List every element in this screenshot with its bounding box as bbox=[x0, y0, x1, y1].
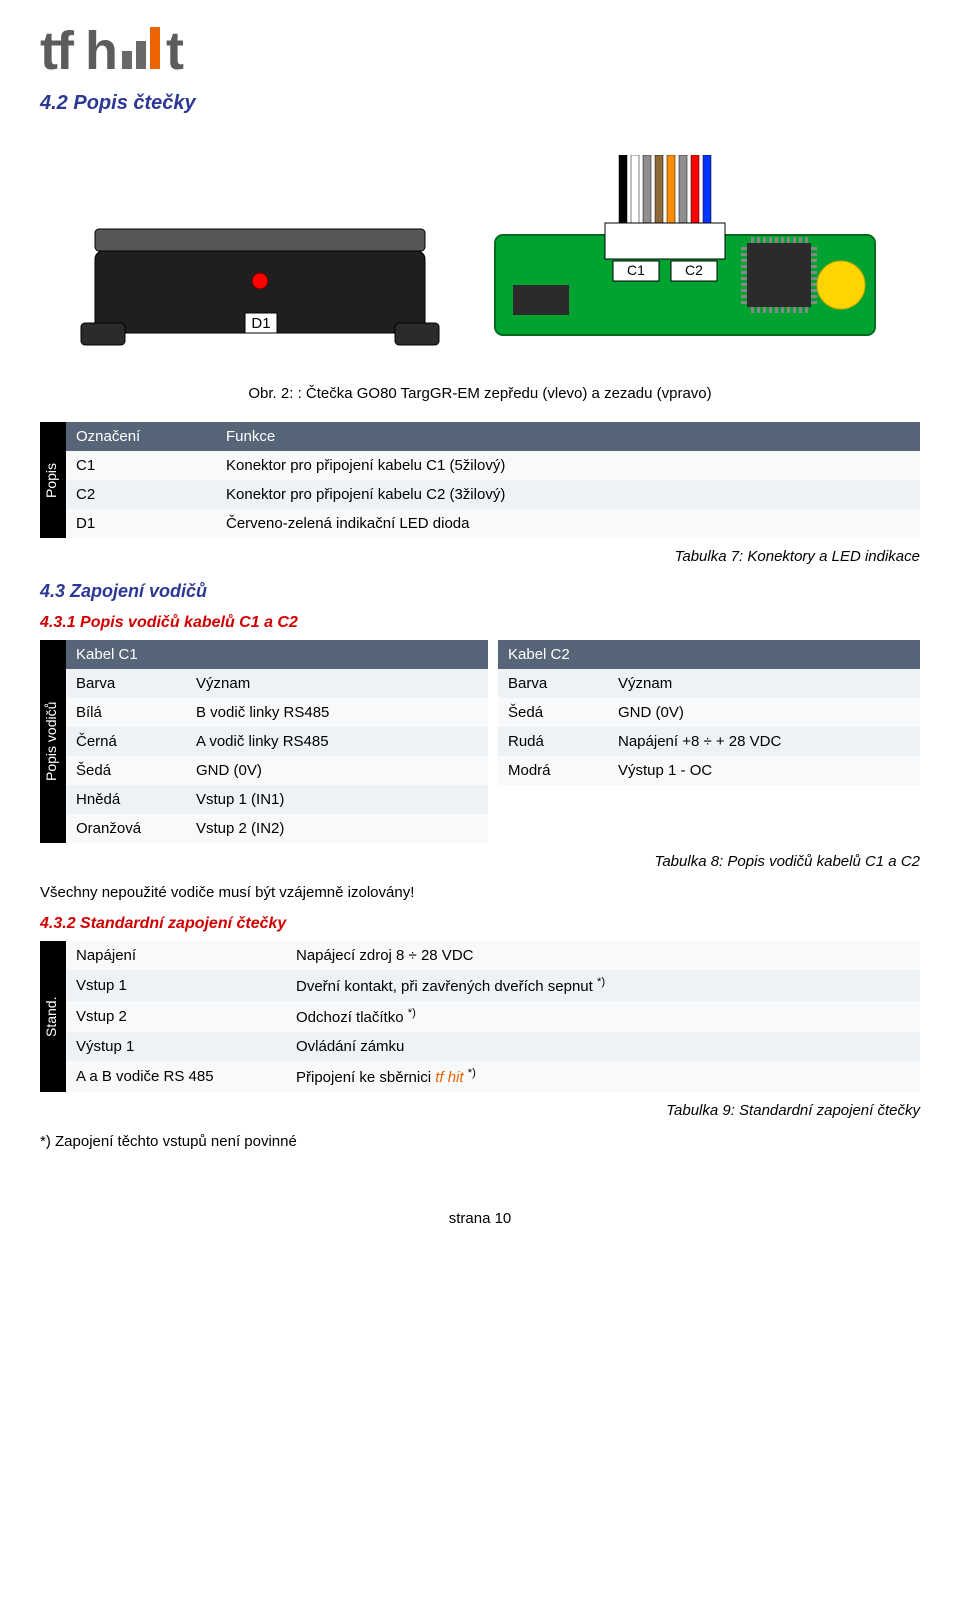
caption-tabulka-7: Tabulka 7: Konektory a LED indikace bbox=[40, 548, 920, 565]
table-row: C1Konektor pro připojení kabelu C1 (5žil… bbox=[66, 451, 920, 480]
logo-text-2: t bbox=[166, 20, 182, 82]
kabel-c2-title: Kabel C2 bbox=[498, 640, 920, 669]
heading-standardni-zapojeni: 4.3.2 Standardní zapojení čtečky bbox=[40, 915, 920, 933]
logo: tf h t bbox=[40, 20, 920, 82]
table-row: NapájeníNapájecí zdroj 8 ÷ 28 VDC bbox=[66, 941, 920, 970]
col-vyznam: Význam bbox=[608, 669, 920, 698]
reader-back-diagram: C1 C2 bbox=[485, 155, 885, 355]
cell-barva: Oranžová bbox=[66, 814, 186, 843]
cell-barva: Šedá bbox=[498, 698, 608, 727]
footnote-stars: *) Zapojení těchto vstupů není povinné bbox=[40, 1133, 920, 1150]
cell-vyznam: A vodič linky RS485 bbox=[186, 727, 488, 756]
table-kabel-c1: Kabel C1 Barva Význam BíláB vodič linky … bbox=[66, 640, 488, 843]
cell-popis: Napájecí zdroj 8 ÷ 28 VDC bbox=[286, 941, 920, 970]
table-row: Vstup 2Odchozí tlačítko *) bbox=[66, 1001, 920, 1032]
reader-front-diagram: D1 bbox=[75, 155, 445, 355]
cell-oznaceni: C2 bbox=[66, 480, 216, 509]
table-konektory: Označení Funkce C1Konektor pro připojení… bbox=[66, 422, 920, 538]
cell-popis: Připojení ke sběrnici tf hit *) bbox=[286, 1061, 920, 1092]
cell-vyznam: Napájení +8 ÷ + 28 VDC bbox=[608, 727, 920, 756]
table-row: Vstup 1Dveřní kontakt, při zavřených dve… bbox=[66, 970, 920, 1001]
cell-funkce: Červeno-zelená indikační LED dioda bbox=[216, 509, 920, 538]
cell-barva: Hnědá bbox=[66, 785, 186, 814]
cell-vyznam: GND (0V) bbox=[608, 698, 920, 727]
cell-barva: Modrá bbox=[498, 756, 608, 785]
d1-label: D1 bbox=[251, 315, 270, 332]
table-row: OranžováVstup 2 (IN2) bbox=[66, 814, 488, 843]
cell-vyznam: Vstup 1 (IN1) bbox=[186, 785, 488, 814]
cell-signal: Napájení bbox=[66, 941, 286, 970]
logo-text-1: tf h bbox=[40, 20, 116, 82]
cell-signal: Výstup 1 bbox=[66, 1032, 286, 1061]
cell-vyznam: B vodič linky RS485 bbox=[186, 698, 488, 727]
table-popis-wrapper: Popis Označení Funkce C1Konektor pro při… bbox=[40, 422, 920, 538]
table-row: A a B vodiče RS 485Připojení ke sběrnici… bbox=[66, 1061, 920, 1092]
col-barva: Barva bbox=[498, 669, 608, 698]
caption-tabulka-9: Tabulka 9: Standardní zapojení čtečky bbox=[40, 1102, 920, 1119]
heading-popis-vodicu-kabelu: 4.3.1 Popis vodičů kabelů C1 a C2 bbox=[40, 614, 920, 632]
side-label-popis: Popis bbox=[40, 422, 66, 538]
logo-bars-icon bbox=[122, 27, 160, 69]
cell-signal: A a B vodiče RS 485 bbox=[66, 1061, 286, 1092]
table-row: BíláB vodič linky RS485 bbox=[66, 698, 488, 727]
heading-zapojeni-vodicu: 4.3 Zapojení vodičů bbox=[40, 581, 920, 602]
col-barva: Barva bbox=[66, 669, 186, 698]
cell-barva: Bílá bbox=[66, 698, 186, 727]
table-row: D1Červeno-zelená indikační LED dioda bbox=[66, 509, 920, 538]
caption-tabulka-8: Tabulka 8: Popis vodičů kabelů C1 a C2 bbox=[40, 853, 920, 870]
cell-signal: Vstup 1 bbox=[66, 970, 286, 1001]
side-label-stand: Stand. bbox=[40, 941, 66, 1092]
cell-barva: Šedá bbox=[66, 756, 186, 785]
table-standard-zapojeni: NapájeníNapájecí zdroj 8 ÷ 28 VDCVstup 1… bbox=[66, 941, 920, 1092]
cell-signal: Vstup 2 bbox=[66, 1001, 286, 1032]
cell-popis: Ovládání zámku bbox=[286, 1032, 920, 1061]
table-row: ČernáA vodič linky RS485 bbox=[66, 727, 488, 756]
cell-popis: Dveřní kontakt, při zavřených dveřích se… bbox=[286, 970, 920, 1001]
table-row: ŠedáGND (0V) bbox=[498, 698, 920, 727]
col-vyznam: Význam bbox=[186, 669, 488, 698]
cell-popis: Odchozí tlačítko *) bbox=[286, 1001, 920, 1032]
table-row: HnědáVstup 1 (IN1) bbox=[66, 785, 488, 814]
kabel-c1-title: Kabel C1 bbox=[66, 640, 488, 669]
note-isolate-wires: Všechny nepoužité vodiče musí být vzájem… bbox=[40, 884, 920, 901]
table-row: ŠedáGND (0V) bbox=[66, 756, 488, 785]
side-label-popis-vodicu: Popis vodičů bbox=[40, 640, 66, 843]
col-oznaceni: Označení bbox=[66, 422, 216, 451]
cell-oznaceni: D1 bbox=[66, 509, 216, 538]
cell-vyznam: Výstup 1 - OC bbox=[608, 756, 920, 785]
cell-funkce: Konektor pro připojení kabelu C2 (3žilov… bbox=[216, 480, 920, 509]
cell-oznaceni: C1 bbox=[66, 451, 216, 480]
table-row: ModráVýstup 1 - OC bbox=[498, 756, 920, 785]
cell-barva: Černá bbox=[66, 727, 186, 756]
cell-vyznam: Vstup 2 (IN2) bbox=[186, 814, 488, 843]
cell-funkce: Konektor pro připojení kabelu C1 (5žilov… bbox=[216, 451, 920, 480]
figure-diagrams: D1 C1 C2 bbox=[40, 155, 920, 355]
c2-label: C2 bbox=[685, 262, 703, 278]
table-kabel-c2: Kabel C2 Barva Význam ŠedáGND (0V)RudáNa… bbox=[498, 640, 920, 785]
col-funkce: Funkce bbox=[216, 422, 920, 451]
table-vodice-wrapper: Popis vodičů Kabel C1 Barva Význam BíláB… bbox=[40, 640, 920, 843]
c1-label: C1 bbox=[627, 262, 645, 278]
page-footer: strana 10 bbox=[40, 1210, 920, 1227]
cell-vyznam: GND (0V) bbox=[186, 756, 488, 785]
table-row: C2Konektor pro připojení kabelu C2 (3žil… bbox=[66, 480, 920, 509]
figure-caption: Obr. 2: : Čtečka GO80 TargGR-EM zepředu … bbox=[40, 385, 920, 402]
table-row: RudáNapájení +8 ÷ + 28 VDC bbox=[498, 727, 920, 756]
table-row: Výstup 1Ovládání zámku bbox=[66, 1032, 920, 1061]
table-row: Označení Funkce bbox=[66, 422, 920, 451]
table-standard-wrapper: Stand. NapájeníNapájecí zdroj 8 ÷ 28 VDC… bbox=[40, 941, 920, 1092]
cell-barva: Rudá bbox=[498, 727, 608, 756]
heading-popis-ctecky: 4.2 Popis čtečky bbox=[40, 92, 920, 115]
